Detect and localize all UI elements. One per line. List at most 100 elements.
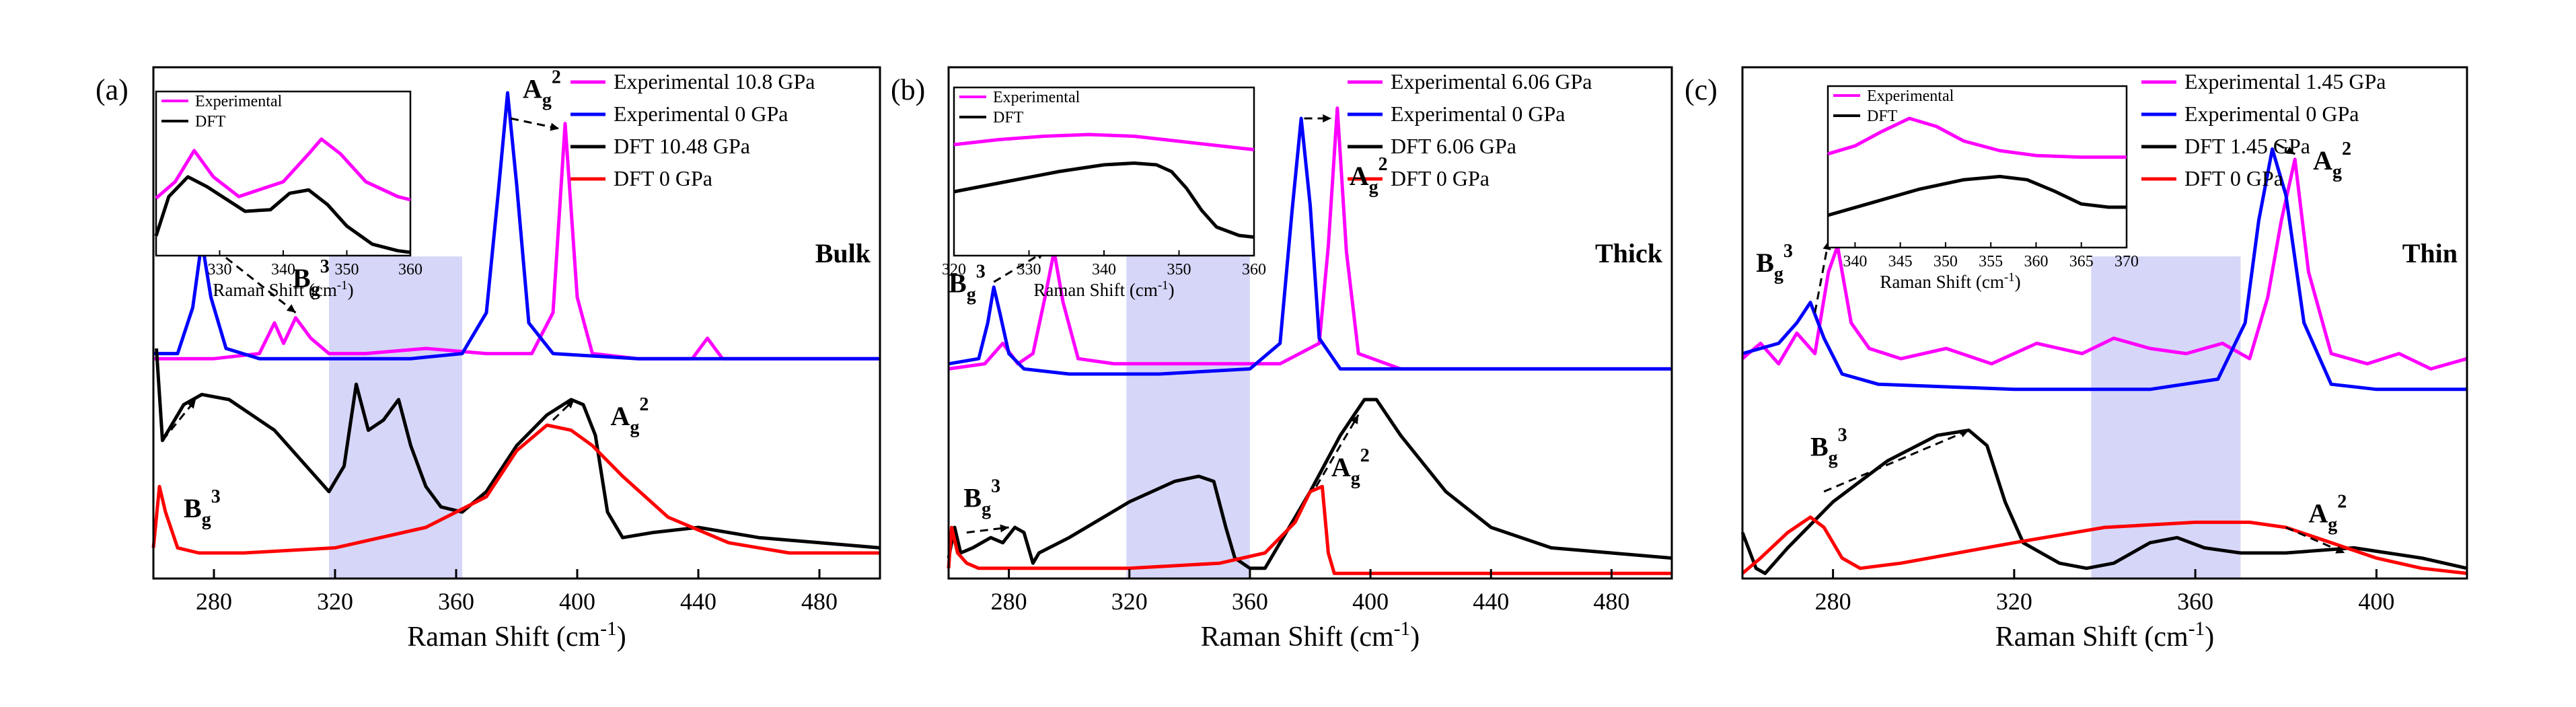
inset-legend-label: Experimental — [993, 89, 1080, 106]
panel-1: 280 320 360 400 440 480 Raman Shift (cm-1) (a) B… — [96, 66, 881, 653]
shift-arrow-dft-bg3 — [161, 399, 197, 441]
shift-arrow-ag2-head — [1323, 114, 1331, 123]
shift-arrow-dft-ag2 — [552, 398, 575, 421]
legend-label: DFT 0 GPa — [2184, 166, 2283, 190]
legend-label: Experimental 6.06 GPa — [1391, 69, 1592, 94]
mode-annotation: Ag2 — [523, 67, 561, 111]
x-axis-title: Raman Shift (cm-1) — [1201, 618, 1420, 653]
mode-annotation: Bg3 — [184, 486, 221, 530]
inset-x-tick-label: 350 — [1934, 253, 1958, 270]
inset-x-tick-label: 360 — [1242, 261, 1266, 278]
x-tick-label: 480 — [1593, 588, 1629, 615]
inset-series-line-2 — [953, 161, 1255, 239]
inset-legend-label: Experimental — [1867, 87, 1954, 105]
x-tick-label: 400 — [2358, 588, 2394, 615]
inset-series-line-2 — [154, 175, 411, 254]
mode-annotation: Ag2 — [611, 394, 649, 438]
x-tick-label: 360 — [438, 588, 474, 615]
shift-arrow-dft-ag2-head — [1350, 414, 1359, 424]
inset-x-tick-label: 360 — [2024, 253, 2048, 270]
inset-frame — [953, 86, 1255, 257]
highlight-band — [2091, 256, 2241, 579]
mode-annotation: Bg3 — [963, 476, 1000, 520]
series-line-3 — [947, 398, 1672, 570]
inset-x-tick-label: 355 — [1979, 253, 2003, 270]
inset-legend-label: DFT — [993, 109, 1024, 126]
inset-series-line-1 — [953, 133, 1255, 151]
legend-label: Experimental 1.45 GPa — [2184, 69, 2386, 94]
shift-arrow-dft-bg3-head — [1959, 429, 1969, 438]
inset-legend-label: Experimental — [195, 93, 283, 110]
inset: 320 330 340 350 360 Raman Shift (cm-1) Experim… — [942, 86, 1266, 300]
legend-label: Experimental 10.8 GPa — [614, 69, 815, 94]
inset-series-line-1 — [1827, 116, 2127, 159]
series-line-1 — [153, 122, 880, 361]
series-line-1 — [948, 106, 1672, 371]
shift-arrow-dft-ag2-head — [565, 400, 575, 409]
plot-frame — [947, 66, 1673, 580]
x-axis-title: Raman Shift (cm-1) — [1995, 618, 2214, 653]
shift-arrow-dft-bg3-head — [187, 400, 196, 409]
series-line-4 — [947, 484, 1672, 575]
x-tick-label: 280 — [991, 588, 1027, 615]
inset-series-line-2 — [1827, 174, 2127, 217]
legend-label: DFT 0 GPa — [614, 166, 712, 190]
x-tick-label: 400 — [1352, 588, 1389, 615]
shift-arrow-dft-ag2 — [2285, 526, 2345, 554]
panel-label: (b) — [891, 73, 925, 106]
legend-label: Experimental 0 GPa — [1391, 102, 1565, 126]
sample-label: Bulk — [815, 238, 871, 268]
inset-frame — [1827, 85, 2128, 249]
shift-arrow-dft-ag2-head — [2335, 546, 2345, 554]
mode-annotation: Bg3 — [949, 261, 986, 305]
highlight-band — [329, 256, 462, 579]
shift-arrow-bg3-head — [286, 304, 296, 313]
shift-arrow-ag2-head — [550, 122, 559, 131]
x-tick-label: 400 — [559, 588, 595, 615]
series-line-1 — [1741, 157, 2468, 371]
mode-annotation: Bg3 — [1810, 425, 1847, 469]
mode-annotation: Ag2 — [2313, 139, 2351, 182]
inset-x-tick-label: 340 — [1843, 253, 1867, 270]
x-axis-title: Raman Shift (cm-1) — [407, 618, 626, 653]
series-line-3 — [1740, 429, 2468, 575]
x-tick-label: 320 — [1996, 588, 2032, 615]
inset-legend-label: DFT — [195, 113, 226, 131]
inset-x-tick-label: 330 — [1017, 261, 1041, 278]
sample-label: Thick — [1595, 238, 1663, 268]
series-line-4 — [1741, 515, 2468, 575]
inset-frame — [155, 90, 412, 257]
series-line-2 — [1742, 147, 2467, 392]
shift-arrow-bg3 — [993, 250, 1046, 283]
legend-label: DFT 0 GPa — [1391, 166, 1489, 190]
highlight-band — [1126, 256, 1250, 579]
x-tick-label: 360 — [2177, 588, 2213, 615]
series-line-2 — [948, 116, 1672, 376]
legend-label: Experimental 0 GPa — [2184, 102, 2359, 126]
inset-x-tick-label: 320 — [942, 261, 966, 278]
series-line-4 — [151, 423, 880, 555]
inset-x-tick-label: 350 — [335, 261, 359, 278]
mode-annotation: Bg3 — [1756, 241, 1793, 285]
inset-x-axis-title: Raman Shift (cm-1) — [1880, 270, 2020, 293]
inset-x-axis-title: Raman Shift (cm-1) — [213, 278, 353, 301]
x-tick-label: 440 — [680, 588, 716, 615]
shift-arrow-dft-bg3-head — [1000, 524, 1009, 533]
inset: 340 345 350 355 360 365 370 Raman Shift (cm-1) E… — [1827, 85, 2139, 293]
inset-x-tick-label: 345 — [1888, 253, 1913, 270]
shift-arrow-bg3 — [1814, 241, 1830, 313]
x-tick-label: 280 — [196, 588, 232, 615]
shift-arrow-ag2-head — [2285, 146, 2295, 155]
plot-frame — [1741, 66, 2468, 580]
inset-legend-label: DFT — [1867, 108, 1898, 125]
legend-label: DFT 6.06 GPa — [1391, 134, 1516, 158]
panel-label: (a) — [96, 73, 128, 106]
shift-arrow-dft-bg3 — [966, 526, 1009, 534]
shift-arrow-dft-ag2 — [1315, 414, 1360, 487]
x-tick-label: 280 — [1815, 588, 1851, 615]
x-tick-label: 320 — [1111, 588, 1148, 615]
x-tick-label: 360 — [1232, 588, 1268, 615]
inset-series-line-1 — [155, 137, 411, 202]
inset-x-tick-label: 370 — [2114, 253, 2139, 270]
